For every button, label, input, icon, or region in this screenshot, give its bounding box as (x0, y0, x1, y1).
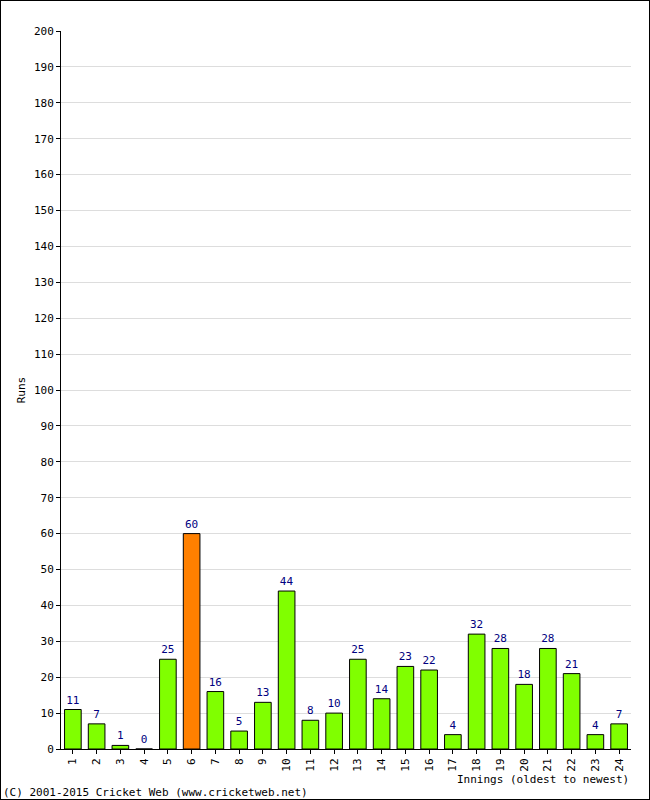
svg-text:90: 90 (41, 420, 54, 433)
svg-text:200: 200 (34, 25, 54, 38)
svg-text:3: 3 (114, 758, 127, 765)
svg-text:8: 8 (307, 704, 314, 717)
svg-text:5: 5 (236, 715, 243, 728)
svg-text:4: 4 (449, 719, 456, 732)
svg-text:12: 12 (328, 758, 341, 771)
svg-text:4: 4 (592, 719, 599, 732)
svg-text:28: 28 (541, 632, 554, 645)
svg-text:32: 32 (470, 618, 483, 631)
svg-text:180: 180 (34, 97, 54, 110)
svg-text:10: 10 (280, 758, 293, 771)
svg-text:80: 80 (41, 456, 54, 469)
svg-text:60: 60 (185, 518, 198, 531)
svg-text:21: 21 (565, 658, 578, 671)
svg-text:130: 130 (34, 276, 54, 289)
svg-text:(C) 2001-2015 Cricket Web (www: (C) 2001-2015 Cricket Web (www.cricketwe… (3, 786, 308, 799)
svg-text:14: 14 (375, 758, 388, 772)
svg-text:22: 22 (423, 654, 436, 667)
svg-text:25: 25 (161, 643, 174, 656)
svg-text:30: 30 (41, 635, 54, 648)
svg-text:18: 18 (470, 758, 483, 771)
svg-text:11: 11 (304, 758, 317, 771)
svg-text:5: 5 (161, 758, 174, 765)
svg-text:20: 20 (518, 758, 531, 771)
svg-text:110: 110 (34, 348, 54, 361)
svg-text:11: 11 (66, 694, 79, 707)
svg-text:70: 70 (41, 492, 54, 505)
svg-text:19: 19 (494, 758, 507, 771)
svg-text:1: 1 (66, 758, 79, 765)
svg-text:Innings (oldest to newest): Innings (oldest to newest) (457, 773, 629, 786)
svg-text:8: 8 (233, 758, 246, 765)
svg-text:190: 190 (34, 61, 54, 74)
svg-text:25: 25 (351, 643, 364, 656)
svg-text:22: 22 (565, 758, 578, 771)
svg-text:13: 13 (256, 686, 269, 699)
svg-text:40: 40 (41, 599, 54, 612)
svg-text:100: 100 (34, 384, 54, 397)
svg-text:20: 20 (41, 671, 54, 684)
svg-text:0: 0 (47, 743, 54, 756)
svg-text:50: 50 (41, 563, 54, 576)
svg-text:15: 15 (399, 758, 412, 771)
svg-text:9: 9 (256, 758, 269, 765)
svg-text:24: 24 (613, 758, 626, 772)
svg-text:13: 13 (351, 758, 364, 771)
svg-text:10: 10 (41, 707, 54, 720)
svg-text:14: 14 (375, 683, 389, 696)
svg-text:120: 120 (34, 312, 54, 325)
svg-text:60: 60 (41, 527, 54, 540)
svg-text:44: 44 (280, 575, 294, 588)
svg-text:16: 16 (423, 758, 436, 771)
svg-text:160: 160 (34, 168, 54, 181)
svg-text:17: 17 (446, 758, 459, 771)
svg-text:140: 140 (34, 240, 54, 253)
svg-text:23: 23 (589, 758, 602, 771)
svg-text:18: 18 (518, 668, 531, 681)
svg-text:21: 21 (541, 758, 554, 771)
svg-text:16: 16 (209, 676, 222, 689)
svg-text:7: 7 (616, 708, 623, 721)
svg-text:23: 23 (399, 650, 412, 663)
svg-text:4: 4 (138, 758, 151, 765)
svg-text:7: 7 (93, 708, 100, 721)
svg-text:6: 6 (185, 758, 198, 765)
svg-text:0: 0 (141, 733, 148, 746)
svg-text:28: 28 (494, 632, 507, 645)
svg-text:2: 2 (90, 758, 103, 765)
svg-text:7: 7 (209, 758, 222, 765)
svg-text:Runs: Runs (15, 377, 28, 404)
svg-text:10: 10 (328, 697, 341, 710)
svg-text:1: 1 (117, 729, 124, 742)
svg-text:170: 170 (34, 133, 54, 146)
svg-text:150: 150 (34, 204, 54, 217)
